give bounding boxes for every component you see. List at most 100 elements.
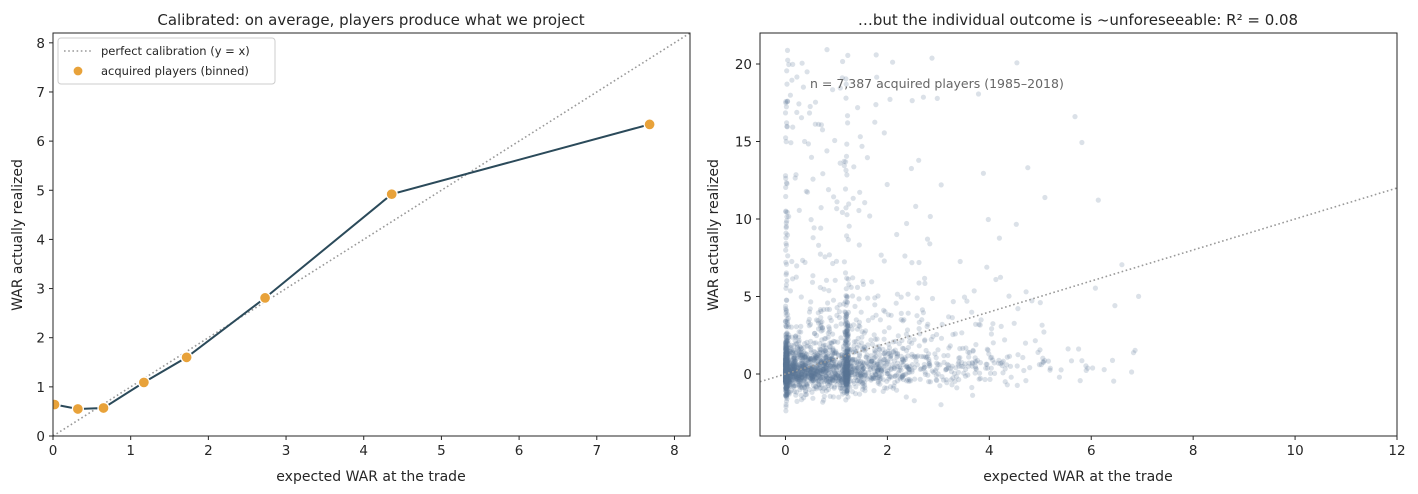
player-point: [803, 352, 809, 358]
player-point: [926, 379, 932, 385]
player-point: [783, 346, 789, 352]
player-point: [784, 367, 791, 373]
player-point: [784, 344, 790, 350]
player-point: [894, 353, 901, 359]
player-point: [1035, 349, 1041, 355]
player-point: [784, 387, 790, 393]
player-point: [829, 374, 835, 381]
player-point: [821, 378, 828, 384]
player-point: [963, 345, 969, 351]
player-point: [820, 366, 826, 373]
player-point: [791, 356, 797, 362]
player-point: [843, 366, 850, 372]
player-point: [990, 340, 996, 346]
player-point: [875, 380, 881, 386]
player-point: [783, 368, 789, 374]
player-point: [804, 381, 811, 387]
player-point: [783, 350, 789, 356]
player-point: [888, 312, 894, 318]
player-point: [852, 391, 859, 397]
player-point: [894, 291, 901, 297]
player-point: [821, 363, 827, 369]
player-point: [784, 278, 790, 284]
player-point: [893, 372, 900, 378]
player-point: [1111, 378, 1117, 384]
player-point: [783, 98, 789, 105]
player-point: [843, 381, 849, 387]
player-point: [891, 358, 898, 364]
player-point: [821, 397, 827, 403]
player-point: [784, 381, 790, 387]
player-point: [933, 355, 939, 361]
player-point: [787, 365, 793, 371]
player-point: [800, 257, 806, 263]
player-point: [880, 346, 886, 352]
binned-point: [643, 118, 656, 131]
player-point: [990, 321, 996, 327]
player-point: [844, 370, 850, 376]
player-point: [871, 332, 877, 338]
player-point: [844, 365, 850, 371]
player-point: [786, 382, 792, 388]
player-point: [831, 369, 838, 375]
player-point: [802, 138, 808, 145]
player-point: [935, 371, 941, 377]
player-point: [922, 354, 929, 360]
player-point: [782, 363, 789, 369]
player-point: [789, 373, 795, 379]
player-point: [809, 373, 815, 380]
player-point: [802, 368, 808, 374]
player-point: [782, 376, 789, 382]
player-point: [783, 365, 789, 372]
player-point: [874, 360, 880, 366]
player-point: [782, 368, 789, 374]
player-point: [800, 382, 807, 388]
player-point: [783, 378, 789, 384]
player-point: [842, 356, 848, 362]
player-point: [783, 378, 790, 384]
player-point: [787, 349, 793, 355]
player-point: [843, 364, 849, 370]
player-point: [840, 375, 847, 381]
player-point: [857, 358, 864, 364]
player-point: [783, 361, 789, 367]
player-point: [794, 354, 800, 360]
player-point: [922, 371, 929, 377]
player-point: [844, 357, 850, 363]
player-point: [785, 322, 791, 328]
player-point: [785, 253, 791, 259]
player-point: [1077, 378, 1083, 384]
player-point: [783, 371, 789, 377]
player-point: [878, 368, 885, 375]
player-point: [857, 189, 863, 195]
player-point: [809, 375, 815, 381]
player-point: [843, 380, 849, 387]
player-point: [926, 356, 932, 362]
player-point: [782, 173, 789, 179]
player-point: [856, 351, 863, 357]
player-point: [831, 385, 837, 391]
player-point: [859, 367, 866, 373]
player-point: [844, 370, 850, 376]
player-point: [785, 389, 791, 395]
player-point: [783, 303, 789, 309]
player-point: [783, 364, 789, 370]
player-point: [1132, 347, 1138, 353]
player-point: [1004, 354, 1010, 360]
player-point: [801, 368, 808, 374]
player-point: [833, 371, 839, 377]
player-point: [783, 362, 789, 368]
player-point: [849, 326, 855, 332]
player-point: [783, 393, 789, 399]
player-point: [792, 353, 798, 359]
player-point: [816, 373, 822, 379]
player-point: [840, 358, 846, 365]
player-point: [798, 349, 804, 355]
player-point: [783, 389, 789, 395]
player-point: [784, 370, 791, 376]
binned-point: [385, 188, 398, 201]
player-point: [970, 392, 976, 398]
player-point: [886, 325, 892, 331]
player-point: [832, 374, 838, 380]
player-point: [784, 375, 790, 381]
